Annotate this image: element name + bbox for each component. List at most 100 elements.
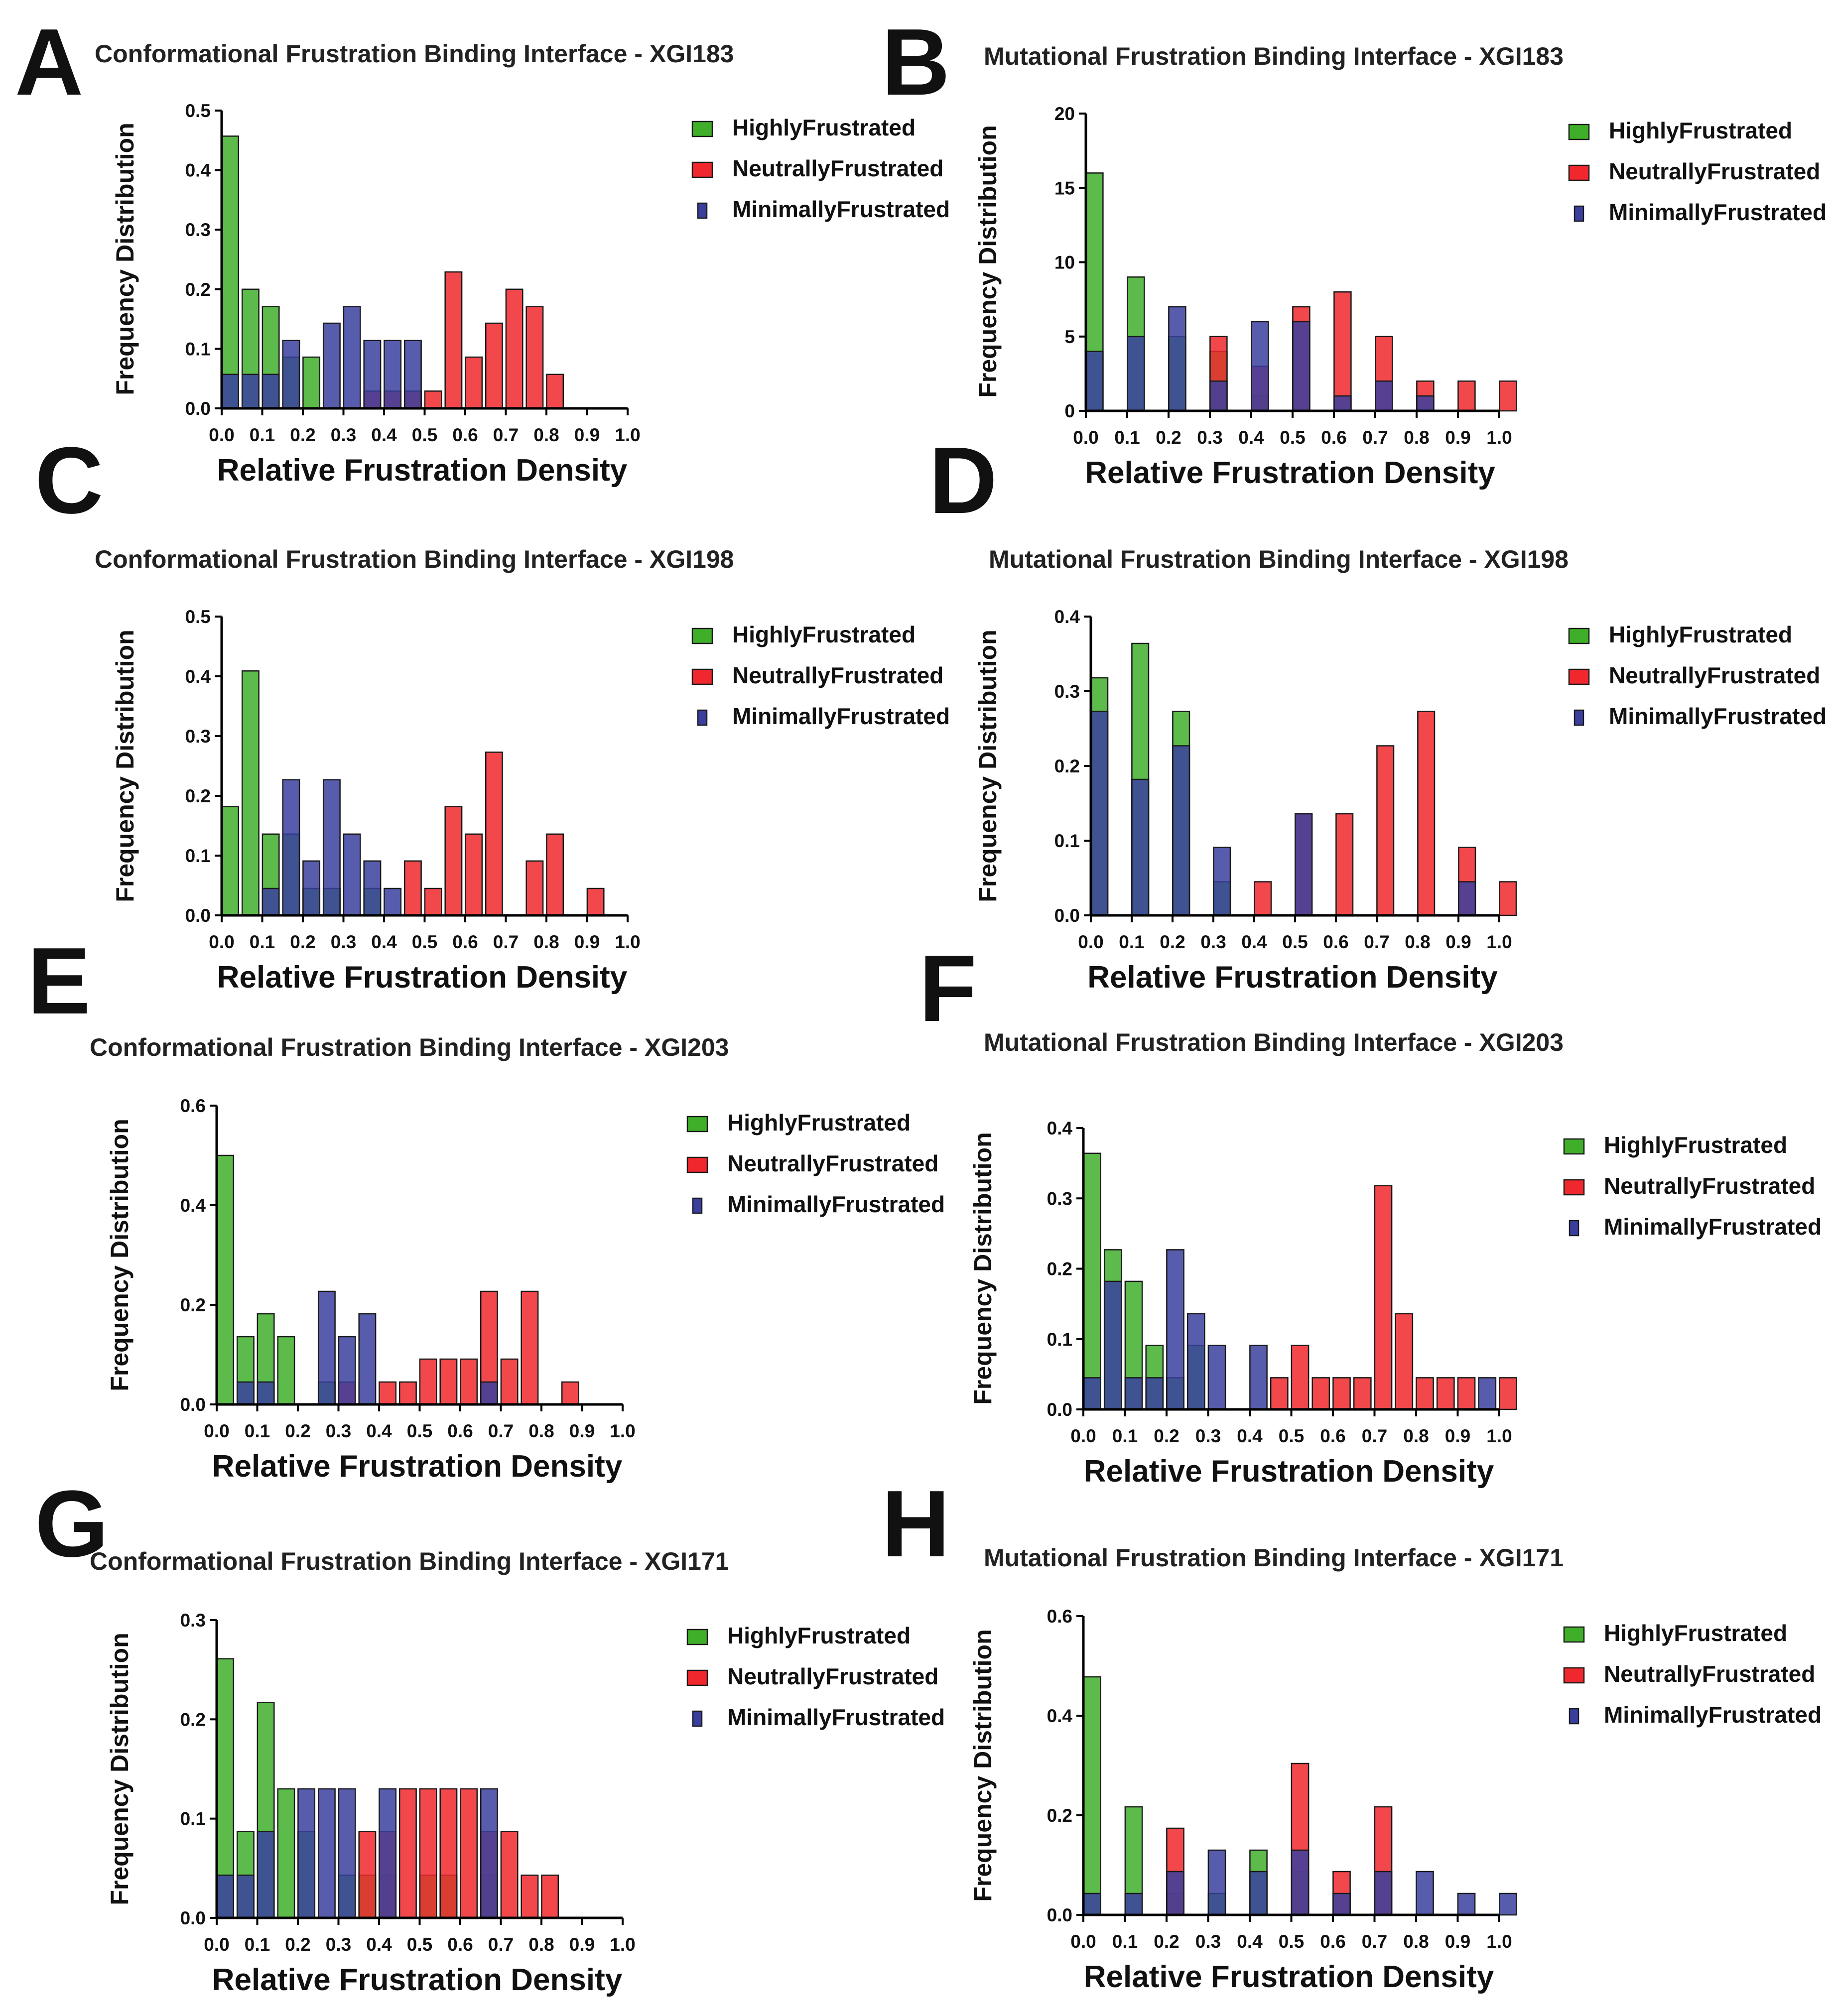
bar-minimallyfrustrated-0_7 [1375,380,1393,412]
panel-letter: F [919,936,977,1041]
x-tick-label: 0.1 [1119,932,1144,952]
x-axis-label: Relative Frustration Density [1084,1960,1494,1994]
bar-minimallyfrustrated-0 [216,1875,235,1919]
legend-swatch-minimallyfrustrated [692,1710,703,1727]
x-tick-label: 0.5 [412,932,437,952]
legend: HighlyFrustrated NeutrallyFrustrated Minim… [1568,622,1827,729]
x-tick-label: 0.3 [1195,1931,1221,1952]
bar-minimallyfrustrated-0_8 [1416,1871,1434,1916]
x-tick-label: 1.0 [615,932,640,952]
bar-neutrallyfrustrated-0_75 [521,1875,539,1919]
x-tick-label: 0.7 [1364,932,1389,952]
bar-neutrallyfrustrated-0_6 [465,833,483,916]
bar-minimallyfrustrated-0_25 [322,779,341,916]
y-tick-label: 0.4 [180,1195,206,1216]
chart-title: Mutational Frustration Binding Interface… [984,42,1564,70]
x-tick-label: 0.3 [326,1421,351,1441]
x-tick-label: 0.2 [1160,932,1185,952]
legend-label: HighlyFrustrated [1604,1132,1787,1158]
legend: HighlyFrustrated NeutrallyFrustrated Minim… [686,1110,945,1217]
legend-label: MinimallyFrustrated [732,703,950,729]
bar-neutrallyfrustrated-0_6 [1335,813,1354,916]
y-tick-label: 5 [1064,327,1075,347]
x-tick-label: 0.0 [204,1421,229,1441]
legend-label: MinimallyFrustrated [732,196,950,222]
y-tick-label: 0.1 [180,1809,206,1829]
bar-minimallyfrustrated-0 [221,374,240,409]
y-tick-label: 0.3 [1054,681,1080,702]
bar-neutrallyfrustrated-0_5 [424,887,442,916]
bar-minimallyfrustrated-0_3 [338,1788,356,1919]
bar-minimallyfrustrated-0_6 [1332,1892,1351,1916]
bar-neutrallyfrustrated-0_8 [541,1875,559,1919]
y-tick-label: 0.0 [180,1394,206,1415]
x-tick-label: 0.4 [1241,932,1267,952]
x-tick-label: 0.6 [1323,932,1348,952]
bar-minimallyfrustrated-0_1 [1124,1377,1143,1410]
y-tick-label: 0.2 [1047,1259,1072,1279]
bar-minimallyfrustrated-0_05 [236,1381,255,1405]
bar-minimallyfrustrated-0_1 [1131,778,1150,916]
y-tick-label: 0.2 [185,279,211,300]
x-tick-label: 0.9 [574,425,600,445]
x-tick-label: 0.4 [1237,1426,1263,1446]
y-tick-label: 0.3 [1047,1188,1072,1209]
legend-swatch-neutrallyfrustrated [1563,1667,1585,1684]
panel-letter: B [882,9,950,115]
x-tick-label: 0.1 [1112,1426,1138,1446]
bar-minimallyfrustrated-0_2 [1168,306,1186,412]
bar-minimallyfrustrated-0_3 [1213,847,1231,916]
bar-minimallyfrustrated-0_25 [322,322,341,409]
x-tick-label: 0.7 [1362,1931,1387,1952]
legend: HighlyFrustrated NeutrallyFrustrated Minim… [1568,118,1827,225]
bar-minimallyfrustrated-0_35 [363,340,382,409]
bars [221,135,564,409]
x-tick-label: 0.7 [488,1934,514,1955]
bar-neutrallyfrustrated-0_4 [1254,881,1272,916]
y-axis-label: Frequency Distribution [111,123,139,395]
bar-minimallyfrustrated-0_35 [358,1313,377,1405]
x-tick-label: 0.4 [371,932,397,952]
x-tick-label: 0.6 [1320,1426,1345,1446]
bars [1085,172,1517,412]
legend: HighlyFrustrated NeutrallyFrustrated Minim… [1563,1620,1822,1728]
chart-title: Conformational Frustration Binding Inter… [90,1547,729,1575]
bar-minimallyfrustrated-0_05 [1103,1280,1122,1410]
legend-swatch-neutrallyfrustrated [1563,1179,1585,1196]
panel-d: D Mutational Frustration Binding Interfac… [929,428,1827,995]
y-tick-label: 0.6 [1047,1606,1072,1627]
bar-minimallyfrustrated-0_4 [1251,321,1269,412]
x-tick-label: 0.6 [1320,1931,1345,1952]
bar-neutrallyfrustrated-1 [1499,380,1517,412]
legend-swatch-highlyfrustrated [686,1116,708,1133]
bar-neutrallyfrustrated-0_55 [439,1358,458,1405]
bar-neutrallyfrustrated-0_8 [546,374,564,409]
panel-a: A Conformational Frustration Binding Inte… [15,9,950,488]
legend-label: HighlyFrustrated [727,1623,911,1648]
bar-highlyfrustrated-0_15 [277,1788,295,1919]
y-tick-label: 0.5 [185,607,211,627]
bar-neutrallyfrustrated-0_9 [586,887,605,916]
bar-minimallyfrustrated-0_5 [1292,321,1310,412]
legend-label: HighlyFrustrated [1609,118,1792,143]
x-tick-label: 1.0 [1486,932,1512,952]
panel-letter: D [929,428,997,533]
bar-neutrallyfrustrated-0_9 [1457,380,1476,412]
panel-letter: G [35,1471,109,1577]
x-tick-label: 0.1 [1114,427,1140,448]
x-axis-label: Relative Frustration Density [1085,456,1495,490]
bar-neutrallyfrustrated-0_8 [1417,711,1436,916]
legend-label: HighlyFrustrated [1604,1620,1787,1646]
x-tick-label: 0.3 [331,425,356,445]
y-tick-label: 0.0 [1054,905,1080,926]
y-tick-label: 0.2 [185,786,211,806]
bar-neutrallyfrustrated-0_6 [465,356,483,409]
bar-neutrallyfrustrated-0_65 [485,752,503,916]
x-tick-label: 0.9 [569,1934,595,1955]
x-tick-label: 0.0 [1070,1931,1096,1952]
bar-highlyfrustrated-0_15 [277,1336,295,1405]
legend-swatch-neutrallyfrustrated [1568,668,1590,685]
x-tick-label: 0.9 [1445,1931,1470,1952]
bar-neutrallyfrustrated-0_6 [1332,1377,1351,1410]
